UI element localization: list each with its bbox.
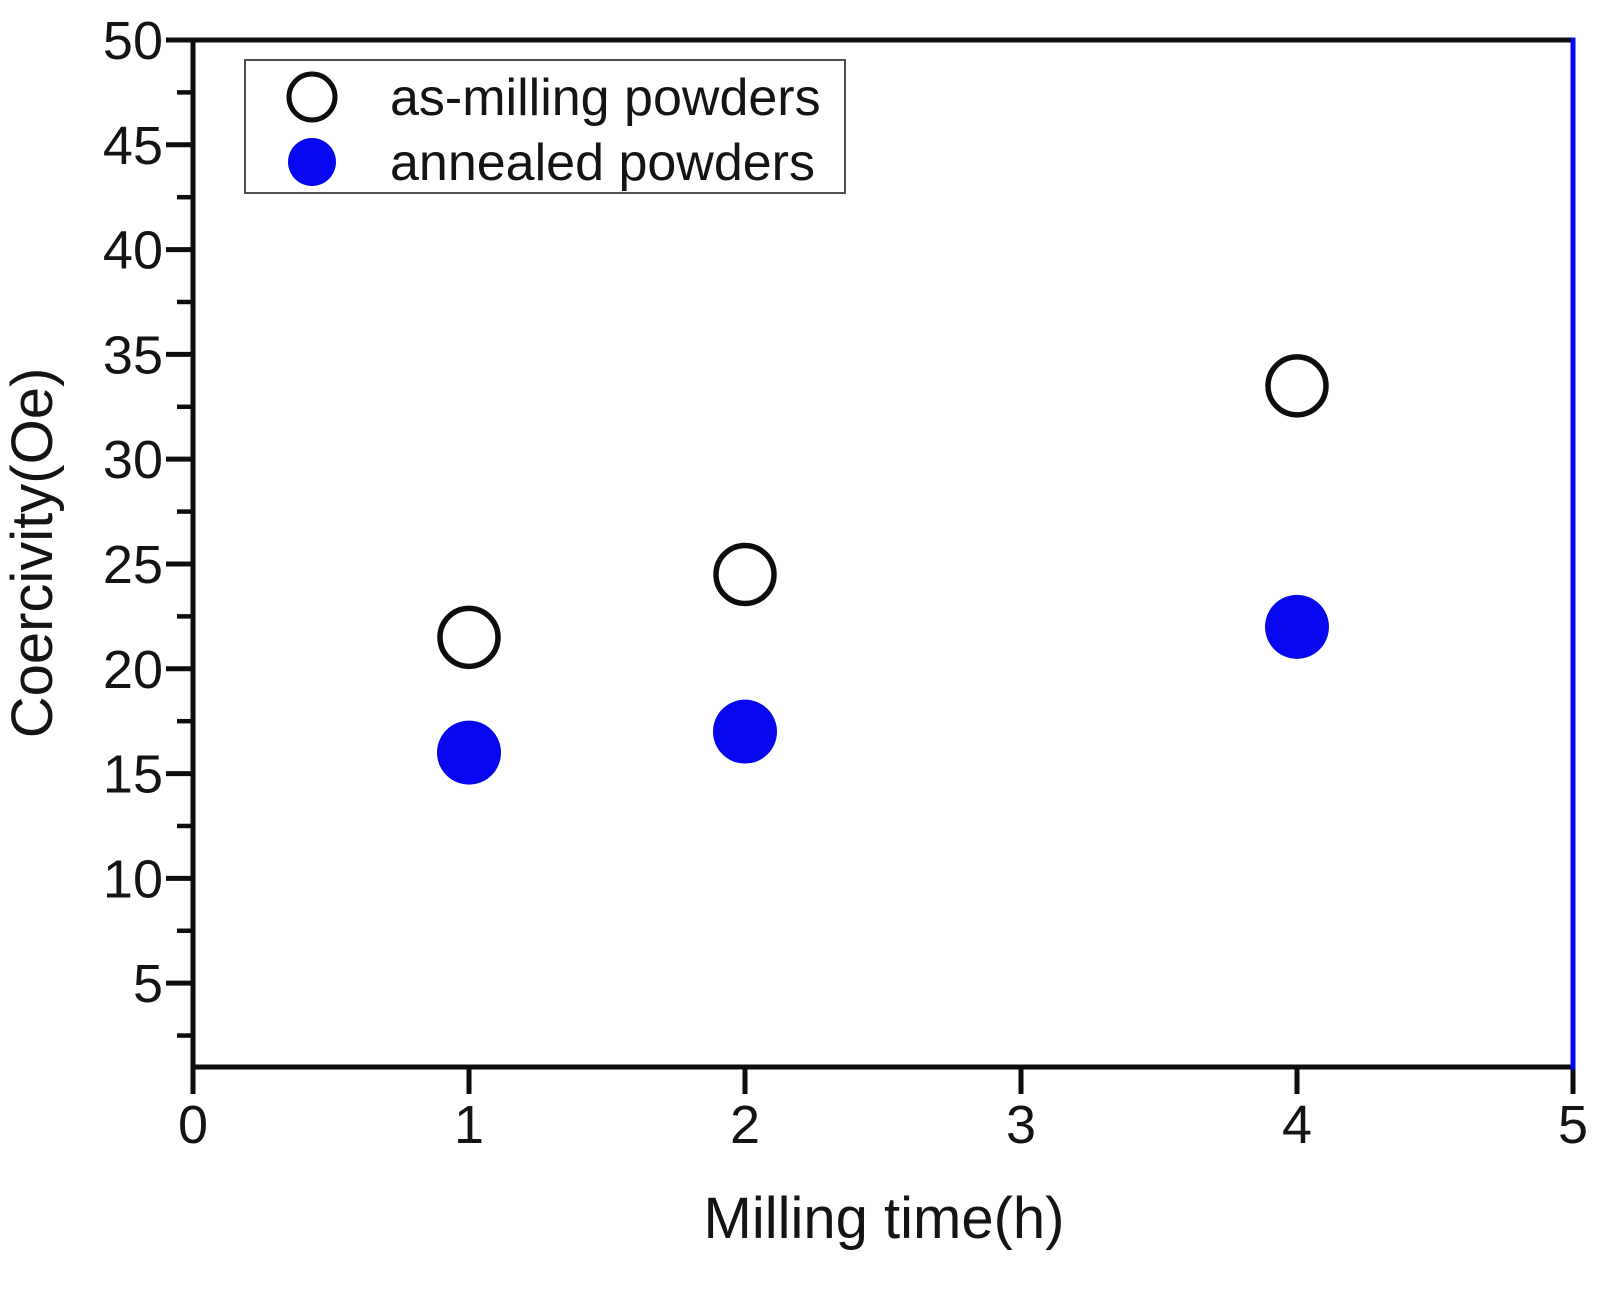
series-as-milling-powders [437, 354, 1329, 670]
legend: as-milling powders annealed powders [244, 59, 846, 194]
x-axis-title: Milling time(h) [704, 1186, 1065, 1251]
y-tick-label: 30 [103, 430, 163, 490]
data-point-annealed-powders [437, 720, 501, 785]
x-axis: 0 1 2 3 4 5 [178, 1069, 1588, 1155]
y-tick-label: 15 [103, 745, 163, 805]
legend-marker-open-circle [286, 71, 338, 123]
data-point-annealed-powders [713, 699, 777, 764]
x-tick-label: 4 [1282, 1095, 1312, 1155]
data-point-as-milling-powders [713, 542, 777, 607]
data-point-as-milling-powders [437, 605, 501, 670]
x-tick-label: 1 [454, 1095, 484, 1155]
legend-label-as-milling: as-milling powders [390, 69, 821, 127]
y-axis-title: Coercivity(Oe) [0, 368, 65, 739]
plot-frame [190, 37, 1576, 1070]
y-tick-label: 40 [103, 221, 163, 281]
y-tick-label: 25 [103, 535, 163, 595]
y-tick-label: 20 [103, 640, 163, 700]
data-point-as-milling-powders [1265, 354, 1329, 418]
series-annealed-powders [437, 594, 1329, 785]
y-tick-label: 10 [103, 849, 163, 909]
legend-label-annealed: annealed powders [390, 134, 815, 192]
x-tick-label: 0 [178, 1095, 208, 1155]
x-tick-label: 5 [1558, 1095, 1588, 1155]
y-tick-label: 5 [133, 954, 163, 1014]
x-tick-label: 3 [1006, 1095, 1036, 1155]
y-axis: 5 10 15 20 25 30 35 40 45 50 [103, 11, 191, 1038]
x-tick-label: 2 [730, 1095, 760, 1155]
y-tick-label: 45 [103, 116, 163, 176]
legend-marker-filled-circle [288, 138, 336, 186]
y-tick-label: 50 [103, 11, 163, 71]
legend-box [244, 59, 846, 194]
y-tick-label: 35 [103, 325, 163, 385]
data-point-annealed-powders [1265, 594, 1329, 659]
